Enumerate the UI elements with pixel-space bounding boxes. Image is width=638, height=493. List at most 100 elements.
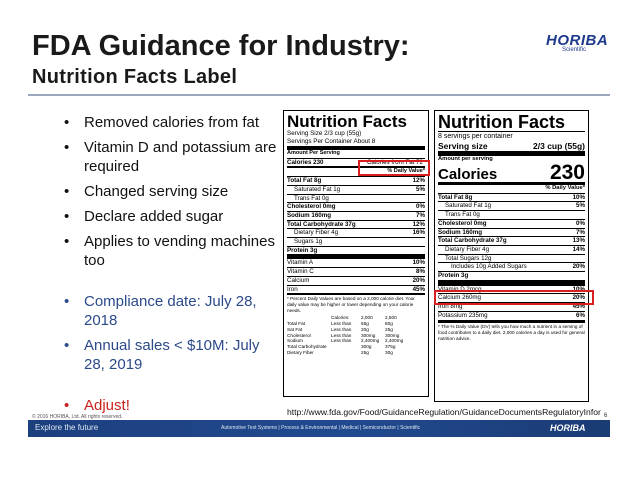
footnote-table-cell: Calories: [331, 315, 350, 321]
title-divider [28, 94, 610, 96]
nutrient-row: Trans Fat 0g [287, 193, 425, 203]
nutrient-dv: 10% [572, 193, 585, 201]
old-calories-from-fat: Calories from Fat 72 [366, 158, 423, 166]
nutrient-label: Includes 10g Added Sugars [451, 263, 527, 271]
footnote-table-cell: 2,400mg [361, 338, 380, 344]
new-calories-value: 230 [549, 161, 585, 184]
old-nutrition-label: Nutrition Facts Serving Size 2/3 cup (55… [283, 110, 429, 397]
nutrient-row: Vitamin A 10% [287, 258, 425, 267]
bullet-marker: • [64, 233, 70, 250]
bullet-item: • Compliance date: July 28, 2018 [64, 292, 284, 330]
nutrient-row: Total Sugars 12g [438, 253, 585, 263]
footnote-table-cell: Cholesterol [287, 332, 311, 338]
nutrient-label: Dietary Fiber 4g [294, 229, 339, 237]
nutrient-dv: 16% [412, 229, 425, 237]
nutrient-label: Vitamin C [287, 268, 314, 276]
footnote-table-cell: Dietary Fiber [287, 350, 314, 356]
new-servings-per-container: 8 servings per container [438, 131, 585, 141]
slide-subtitle: Nutrition Facts Label [32, 66, 238, 88]
footnote-table-cell [331, 350, 361, 356]
bullet-item: • Changed serving size [64, 182, 284, 201]
footnote-table-cell: Less than [331, 321, 352, 327]
new-calories-row: Calories 230 [438, 161, 585, 184]
footnote-table-cell: 30g [385, 350, 393, 356]
nutrient-label: Trans Fat 0g [294, 194, 329, 202]
nutrient-row: Total Fat 8g 10% [438, 192, 585, 202]
footer-tagline: Explore the future [35, 423, 99, 432]
old-servings-per-container: Servings Per Container About 8 [287, 138, 376, 145]
nutrient-label: Total Fat 8g [287, 177, 322, 185]
nutrient-dv: 14% [572, 245, 585, 253]
nutrient-dv: 0% [416, 203, 425, 211]
footnote-table-row: Total Carbohydrate 300g 375g [287, 344, 425, 350]
logo-name: HORIBA [546, 32, 609, 49]
bullet-marker: • [64, 139, 70, 156]
old-calories: Calories 230 [287, 158, 324, 166]
footnote-table-cell: 375g [385, 344, 396, 350]
bullet-marker: • [64, 114, 70, 131]
nutrient-label: Vitamin A [287, 259, 314, 267]
bullet-marker: • [64, 397, 70, 414]
nutrient-dv: 45% [412, 285, 425, 293]
nutrient-row: Sodium 160mg 7% [438, 227, 585, 237]
nutrient-label: Saturated Fat 1g [294, 185, 341, 193]
footnote-table-cell: 2,000 [361, 315, 373, 321]
nutrient-row: Vitamin C 8% [287, 267, 425, 276]
footnote-table-cell: Total Carbohydrate [287, 344, 327, 350]
footnote-table-cell: Total Fat [287, 321, 305, 327]
old-footnote: * Percent Daily Values are based on a 2,… [287, 293, 425, 314]
footnote-table-cell: 65g [361, 321, 369, 327]
nutrient-dv: 45% [572, 303, 585, 311]
nutrient-row: Total Fat 8g 12% [287, 176, 425, 185]
footnote-table-cell: 2,400mg [385, 338, 404, 344]
footnote-table-cell: Sodium [287, 338, 303, 344]
bullet-item: • Adjust! [64, 396, 284, 415]
old-label-title: Nutrition Facts [287, 112, 407, 131]
nutrient-label: Total Carbohydrate 37g [287, 220, 356, 228]
footnote-table-row: Sat Fat Less than 20g 25g [287, 327, 425, 333]
new-calories-label: Calories [438, 166, 498, 183]
bullet-item: • Applies to vending machines too [64, 232, 284, 270]
footnote-table-cell: 300g [361, 344, 372, 350]
nutrient-label: Protein 3g [438, 272, 469, 280]
nutrient-row: Saturated Fat 1g 5% [287, 184, 425, 194]
calories-from-fat-highlight [358, 160, 430, 176]
footnote-table-cell: 300mg [385, 332, 400, 338]
nutrient-row: Protein 3g [287, 245, 425, 255]
new-dv-header: % Daily Value* [438, 182, 585, 193]
footnote-table-row: Dietary Fiber 25g 30g [287, 350, 425, 356]
bullet-marker: • [64, 293, 70, 310]
nutrient-row: Sugars 1g [287, 237, 425, 246]
nutrient-label: Sugars 1g [294, 238, 323, 246]
footer-segments: Automotive Test Systems | Process & Envi… [221, 425, 421, 431]
old-amount-per-serving: Amount Per Serving [287, 146, 425, 158]
bullet-text: Vitamin D and potassium are required [84, 139, 277, 175]
nutrient-dv: 0% [576, 219, 585, 227]
footnote-table-cell: 25g [361, 350, 369, 356]
nutrient-row: Protein 3g [438, 271, 585, 280]
added-sugars-highlight [434, 290, 594, 305]
nutrient-label: Calcium [287, 276, 310, 284]
bullet-marker: • [64, 183, 70, 200]
nutrient-label: Total Fat 8g [438, 193, 473, 201]
bullet-text: Adjust! [84, 397, 130, 414]
nutrient-label: Total Carbohydrate 37g [438, 237, 507, 245]
nutrient-label: Sodium 160mg [438, 228, 483, 236]
bullet-item: • Annual sales < $10M: July 28, 2019 [64, 336, 284, 374]
nutrient-label: Iron [287, 285, 298, 293]
bullet-text: Annual sales < $10M: July 28, 2019 [84, 337, 260, 373]
nutrient-dv: 20% [572, 263, 585, 271]
footnote-table-cell: 25g [385, 326, 393, 332]
nutrient-label: Cholesterol 0mg [438, 219, 487, 227]
footnote-table-cell: 20g [361, 326, 369, 332]
nutrient-row: Vitamin D 2mcg 10% [438, 284, 585, 294]
bullet-item: • Removed calories from fat [64, 113, 284, 132]
slide-title: FDA Guidance for Industry: [32, 30, 410, 62]
footnote-table-row: Cholesterol Less than 300mg 300mg [287, 333, 425, 339]
nutrient-label: Sodium 160mg [287, 211, 332, 219]
nutrient-label: Potassium 235mg [438, 311, 488, 319]
nutrient-row: Cholesterol 0mg 0% [438, 218, 585, 228]
nutrient-label: Protein 3g [287, 246, 318, 254]
nutrient-row: Iron 45% [287, 284, 425, 294]
nutrient-row: Calcium 260mg 20% [438, 293, 585, 302]
